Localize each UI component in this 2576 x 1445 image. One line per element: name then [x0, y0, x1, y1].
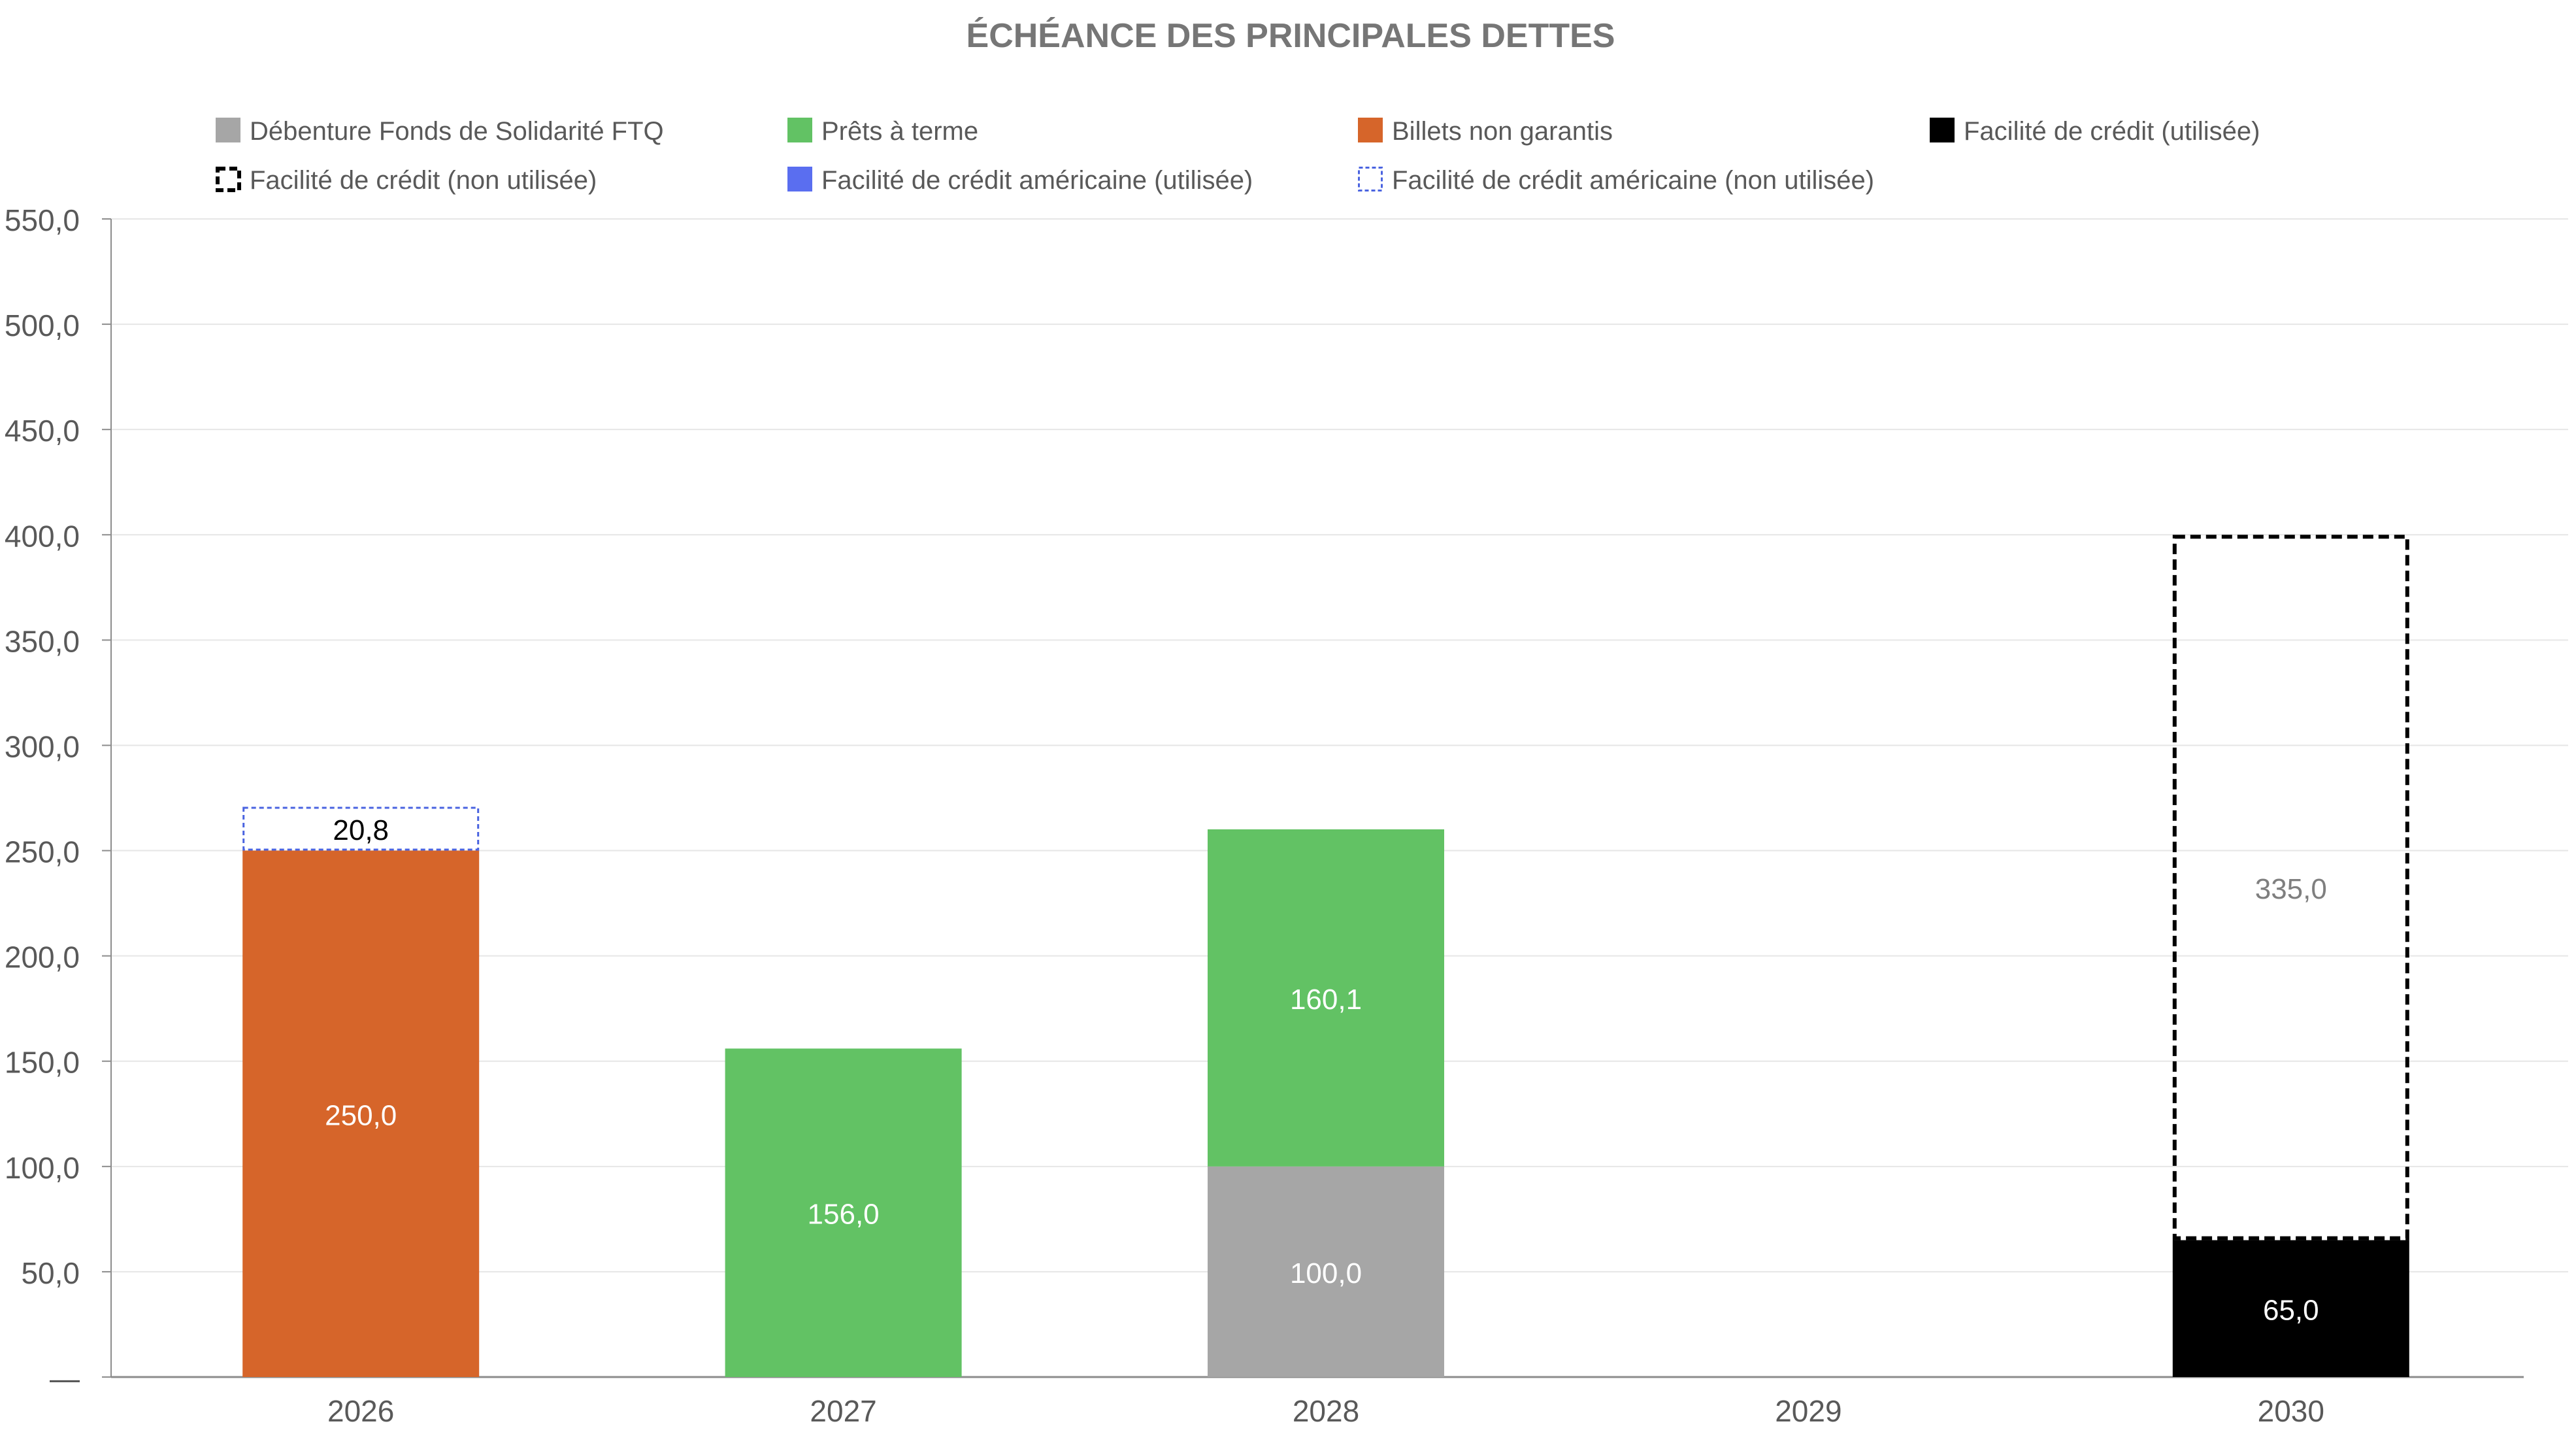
x-tick-label-2029: 2029	[1775, 1394, 1841, 1428]
legend-label: Facilité de crédit américaine (utilisée)	[821, 166, 1253, 195]
bars	[242, 535, 2409, 1377]
data-label-billets-non-garantis-2026: 250,0	[325, 1099, 397, 1131]
data-label-facilite-de-credit-non-utilisee-2030: 335,0	[2255, 873, 2327, 905]
x-tick-label-2026: 2026	[327, 1394, 394, 1428]
legend-label: Facilité de crédit américaine (non utili…	[1392, 166, 1874, 195]
y-tick-label-3: 150,0	[5, 1046, 80, 1080]
data-label-prets-a-terme-2028: 160,1	[1290, 984, 1362, 1016]
legend-swatch	[1358, 118, 1383, 142]
bar-billets-non-garantis-2026	[242, 850, 480, 1377]
legend: Débenture Fonds de Solidarité FTQ Prêts à…	[216, 117, 2260, 195]
x-axis: 2026 2027 2028 2029 2030	[111, 1376, 2524, 1428]
bar-facilite-de-credit-americaine-non-utilisee-2026	[242, 806, 480, 851]
legend-label: Facilité de crédit (utilisée)	[1964, 117, 2260, 146]
data-label-debenture-fonds-de-solidarite-ftq-2028: 100,0	[1290, 1257, 1362, 1289]
y-tick-label-11: 550,0	[5, 203, 80, 237]
legend-item-facilite-de-credit-americaine-utilisee: Facilité de crédit américaine (utilisée)	[787, 166, 1253, 195]
y-tick-label-5: 250,0	[5, 835, 80, 869]
chart-title: ÉCHÉANCE DES PRINCIPALES DETTES	[966, 17, 1615, 55]
y-tick-label-6: 300,0	[5, 729, 80, 763]
y-tick-label-10: 500,0	[5, 308, 80, 342]
x-tick-label-2028: 2028	[1293, 1394, 1359, 1428]
x-tick-label-2030: 2030	[2258, 1394, 2324, 1428]
y-tick-label-9: 450,0	[5, 414, 80, 448]
bar-prets-a-terme-2028	[1208, 829, 1444, 1167]
legend-item-debenture-fonds-de-solidarite-ftq: Débenture Fonds de Solidarité FTQ	[216, 117, 664, 146]
legend-item-facilite-de-credit-utilisee: Facilité de crédit (utilisée)	[1930, 117, 2260, 146]
data-label-facilite-de-credit-americaine-non-utilisee-2026: 20,8	[333, 814, 389, 846]
x-tick-label-2027: 2027	[810, 1394, 876, 1428]
legend-item-facilite-de-credit-non-utilisee: Facilité de crédit (non utilisée)	[216, 166, 597, 195]
legend-label: Prêts à terme	[821, 117, 978, 146]
y-tick-label-2: 100,0	[5, 1151, 80, 1185]
y-tick-label-1: 50,0	[21, 1256, 80, 1290]
legend-label: Billets non garantis	[1392, 117, 1613, 146]
legend-item-prets-a-terme: Prêts à terme	[787, 117, 978, 146]
bar-facilite-de-credit-utilisee-2030	[2172, 1240, 2409, 1377]
legend-item-billets-non-garantis: Billets non garantis	[1358, 117, 1613, 146]
legend-swatch	[216, 167, 241, 192]
data-label-prets-a-terme-2027: 156,0	[808, 1199, 880, 1231]
y-tick-label-0: —	[50, 1361, 80, 1395]
y-tick-label-8: 400,0	[5, 519, 80, 553]
legend-swatch	[1930, 118, 1955, 142]
bar-debenture-fonds-de-solidarite-ftq-2028	[1208, 1166, 1444, 1377]
y-axis: — 50,0 100,0 150,0 200,0 250,0 300,0 350,0 400,0…	[5, 203, 112, 1395]
legend-label: Débenture Fonds de Solidarité FTQ	[250, 117, 664, 146]
legend-label: Facilité de crédit (non utilisée)	[250, 166, 597, 195]
legend-swatch	[787, 118, 812, 142]
y-tick-label-4: 200,0	[5, 940, 80, 974]
legend-swatch	[216, 118, 240, 142]
legend-swatch	[787, 167, 812, 191]
data-label-facilite-de-credit-utilisee-2030: 65,0	[2263, 1294, 2319, 1326]
legend-item-facilite-de-credit-americaine-non-utilisee: Facilité de crédit américaine (non utili…	[1358, 166, 1874, 195]
bar-facilite-de-credit-non-utilisee-2030	[2172, 535, 2409, 1240]
legend-swatch	[1358, 167, 1383, 191]
y-tick-label-7: 350,0	[5, 624, 80, 658]
bar-labels: 250,0 20,8 156,0 100,0 160,1 65,0 335,0	[325, 814, 2327, 1326]
bar-prets-a-terme-2027	[725, 1048, 962, 1377]
